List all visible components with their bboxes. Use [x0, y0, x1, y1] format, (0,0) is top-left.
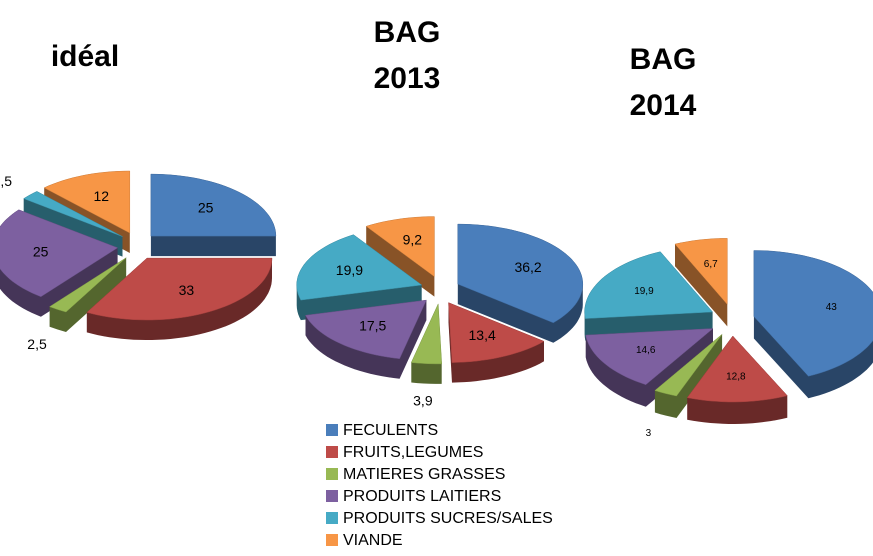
chart-title: BAG 2014 [629, 43, 697, 122]
slice [585, 328, 714, 385]
slice [686, 335, 788, 403]
slice [674, 238, 728, 306]
data-label: 2,5 [0, 173, 12, 189]
legend-swatch [326, 468, 338, 480]
slice-side [49, 257, 127, 332]
slice [365, 216, 435, 278]
data-label: 17,5 [359, 318, 386, 334]
legend-label: VIANDE [343, 532, 403, 549]
legend-label: FECULENTS [343, 422, 438, 439]
slice [410, 303, 442, 365]
chart-title: BAG 2013 [373, 16, 441, 95]
data-label: 25 [33, 243, 49, 259]
slice [23, 191, 123, 237]
data-label: 2,5 [27, 336, 47, 352]
slice [753, 250, 873, 377]
slice [584, 251, 714, 319]
data-label: 6,7 [704, 259, 718, 270]
slice [457, 223, 584, 324]
pie: 25 33 2,5 25 2,5 12 [0, 170, 277, 352]
slice [654, 334, 723, 397]
slice [296, 234, 423, 301]
data-label: 3 [646, 428, 652, 439]
chart-title: idéal [50, 40, 120, 73]
legend-label: FRUITS,LEGUMES [343, 444, 483, 461]
legend-label: MATIERES GRASSES [343, 466, 505, 483]
data-label: 3,9 [413, 392, 433, 408]
legend-label: PRODUITS LAITIERS [343, 488, 501, 505]
slice [150, 173, 277, 237]
data-label: 13,4 [469, 327, 496, 343]
slice [43, 170, 131, 234]
data-label: 19,9 [634, 286, 654, 297]
legend-swatch [326, 446, 338, 458]
data-label: 14,6 [636, 345, 656, 356]
data-label: 19,9 [336, 262, 363, 278]
data-label: 12 [93, 188, 109, 204]
pie: 36,2 13,4 3,9 17,5 19,9 9,2 [296, 216, 584, 408]
slice [305, 299, 427, 359]
slice [86, 257, 273, 321]
legend-swatch [326, 490, 338, 502]
slice [49, 257, 127, 313]
data-label: 12,8 [726, 372, 746, 383]
data-label: 36,2 [514, 259, 541, 275]
slice [0, 209, 119, 297]
legend-swatch [326, 534, 338, 546]
data-label: 43 [826, 302, 838, 313]
data-label: 25 [198, 200, 214, 216]
data-label: 9,2 [403, 232, 423, 248]
data-label: 33 [179, 282, 195, 298]
pie: 43 12,8 3 14,6 19,9 6,7 [584, 238, 873, 439]
legend-swatch [326, 512, 338, 524]
legend-swatch [326, 424, 338, 436]
slice [448, 302, 545, 363]
legend-label: PRODUITS SUCRES/SALES [343, 510, 553, 527]
